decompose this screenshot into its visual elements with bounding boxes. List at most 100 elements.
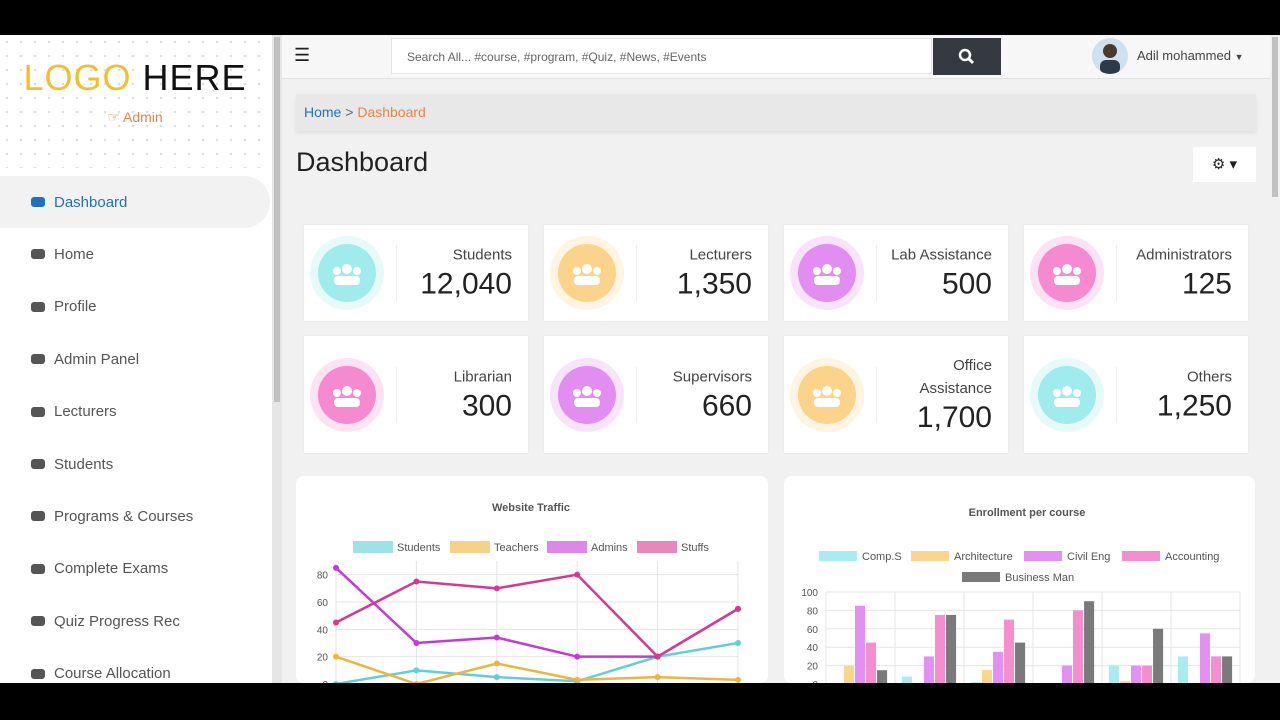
legend-label: Admins	[591, 542, 628, 554]
stat-label: Lecturers	[689, 246, 752, 264]
stat-icon	[1030, 236, 1104, 310]
icon-shape	[822, 264, 832, 274]
stat-value: 500	[941, 267, 992, 301]
menu-icon	[31, 406, 45, 417]
icon-shape	[31, 301, 45, 312]
menu-item[interactable]: Course Allocation	[0, 648, 270, 683]
stat-label: Administrators	[1136, 246, 1232, 264]
y-tick-label: 40	[807, 643, 819, 654]
stat-icon	[550, 357, 624, 432]
icon-shape	[333, 267, 341, 275]
icon-shape	[1054, 397, 1080, 407]
icon-shape	[1053, 267, 1061, 275]
icon-shape	[353, 388, 361, 397]
stat-card: Office Assistance 1,700	[784, 336, 1008, 453]
stat-text: Administrators 125	[1120, 244, 1232, 303]
line-chart: Website Traffic Students Teachers Admins Stu…	[317, 502, 741, 683]
menu-label: Dashboard	[54, 193, 128, 211]
stat-card: Administrators 125	[1024, 225, 1248, 321]
point	[574, 653, 581, 660]
stat-text: Supervisors 660	[640, 365, 752, 424]
y-tick-label: 20	[317, 653, 329, 664]
breadcrumb: Home > Dashboard	[296, 94, 1256, 131]
stat-value: 300	[461, 389, 512, 422]
line	[335, 641, 739, 683]
icon-shape	[1053, 388, 1061, 397]
y-tick-label: 40	[317, 625, 329, 636]
breadcrumb-link[interactable]: Home	[304, 104, 342, 120]
bar	[981, 670, 992, 683]
icon-shape	[342, 264, 352, 274]
icon-shape	[574, 397, 600, 407]
search-button[interactable]	[933, 38, 1001, 75]
bar	[1119, 681, 1130, 683]
avatar[interactable]	[1092, 38, 1128, 74]
legend-label: Business Man	[1005, 572, 1074, 584]
legend-label: Civil Eng	[1067, 551, 1110, 563]
legend-swatch	[547, 541, 587, 553]
bar	[923, 656, 935, 683]
legend-label: Stuffs	[681, 542, 709, 554]
point	[493, 585, 500, 592]
user-name: Adil mohammed	[1137, 48, 1231, 63]
divider	[876, 245, 877, 301]
menu-item[interactable]: Complete Exams	[0, 543, 270, 595]
stat-icon	[1030, 357, 1104, 432]
header: ☰ Search All... #course, #program, #Quiz…	[282, 35, 1270, 79]
menu-icon	[31, 511, 45, 522]
user-menu[interactable]: Adil mohammed ▼	[1137, 48, 1244, 63]
menu-item[interactable]: Lecturers	[0, 386, 270, 438]
chart-title: Website Traffic	[492, 502, 570, 514]
bar	[1142, 665, 1153, 683]
icon-shape	[334, 276, 360, 285]
menu-item[interactable]: Dashboard	[0, 176, 270, 228]
icon-shape	[573, 388, 581, 397]
menu-icon	[31, 616, 45, 627]
stat-label: Others	[1186, 368, 1232, 385]
bar	[946, 615, 957, 683]
line	[335, 573, 739, 659]
bar	[935, 615, 946, 683]
icon-shape	[1073, 267, 1081, 275]
logo: LOGO HERE	[0, 57, 270, 99]
bar	[1084, 601, 1095, 683]
icon-shape	[593, 267, 601, 275]
menu-label: Profile	[54, 298, 97, 316]
stat-value: 1,350	[676, 267, 752, 301]
bar	[1177, 656, 1188, 683]
menu-label: Admin Panel	[54, 350, 140, 368]
icon-shape	[582, 264, 592, 274]
menu-item[interactable]: Programs & Courses	[0, 490, 270, 542]
menu-toggle[interactable]: ☰	[294, 45, 311, 65]
logo-part: LOGO	[23, 57, 132, 98]
divider	[1116, 366, 1117, 423]
point	[413, 578, 420, 585]
stat-label: Students	[452, 246, 512, 264]
stat-value: 660	[701, 389, 752, 422]
menu-label: Programs & Courses	[54, 507, 194, 525]
menu-item[interactable]: Students	[0, 438, 270, 490]
point	[493, 674, 500, 681]
legend-label: Teachers	[494, 542, 539, 554]
chart-title: Enrollment per course	[969, 507, 1086, 519]
menu-item[interactable]: Profile	[0, 281, 270, 333]
icon-shape	[31, 406, 45, 417]
legend-swatch	[450, 541, 490, 553]
menu-item[interactable]: Quiz Progress Rec	[0, 595, 270, 647]
divider	[636, 366, 637, 423]
menu-item[interactable]: Home	[0, 228, 270, 280]
menu-item[interactable]: Admin Panel	[0, 333, 270, 385]
search-input[interactable]: Search All... #course, #program, #Quiz, …	[391, 38, 932, 74]
stat-text: Lab Assistance 500	[880, 244, 992, 303]
stat-card: Lab Assistance 500	[784, 225, 1008, 321]
stat-text: Librarian 300	[400, 365, 512, 424]
stat-text: Office Assistance 1,700	[880, 354, 992, 436]
menu-label: Students	[54, 455, 114, 473]
stat-card: Others 1,250	[1024, 336, 1248, 453]
settings-button[interactable]: ⚙ ▾	[1193, 147, 1256, 182]
bar	[1130, 665, 1142, 683]
app: LOGO HERE ☞ Admin Dashboard Home Profile Ad…	[0, 35, 1280, 683]
icon-shape	[573, 267, 581, 275]
y-tick-label: 60	[807, 625, 819, 636]
